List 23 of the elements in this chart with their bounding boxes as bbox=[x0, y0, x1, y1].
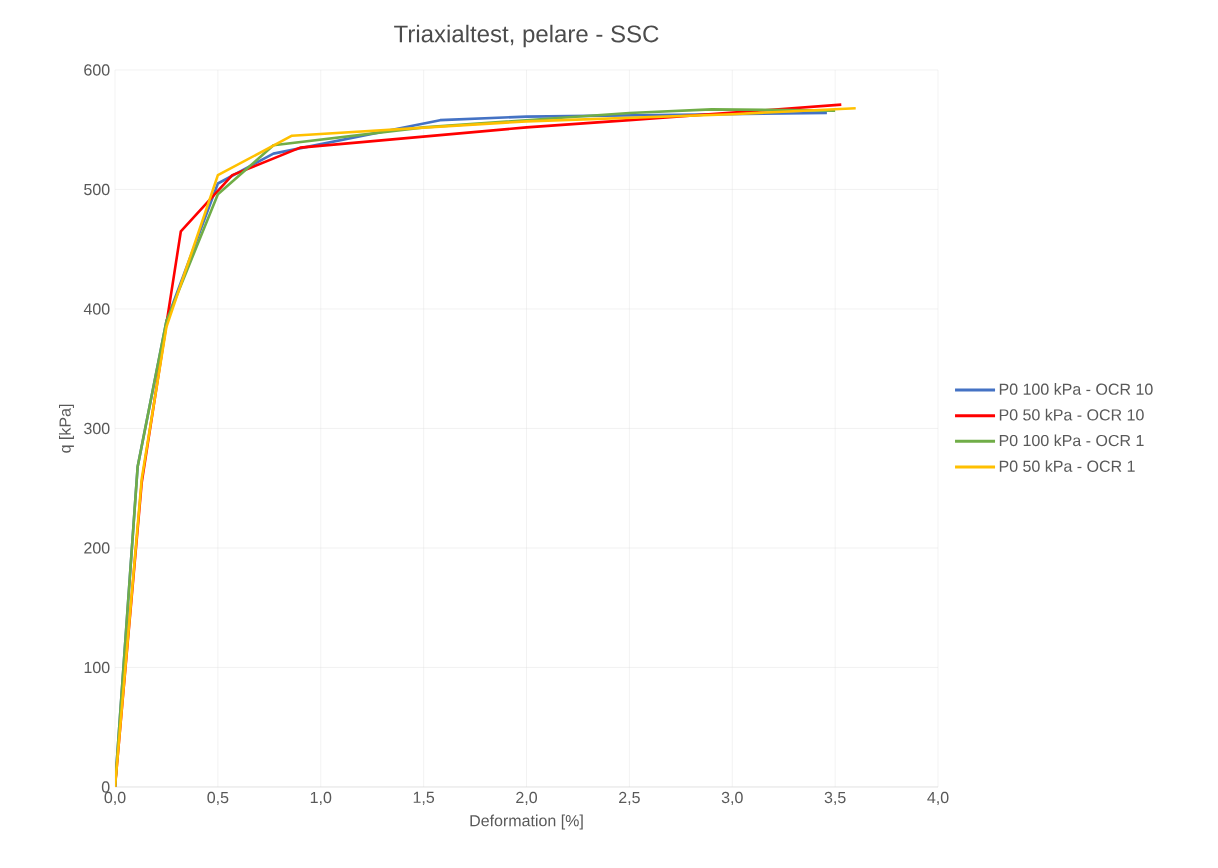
legend-label: P0 50 kPa - OCR 1 bbox=[999, 460, 1135, 472]
y-tick-label: 500 bbox=[84, 183, 110, 196]
y-tick-label: 400 bbox=[83, 303, 110, 315]
x-axis-title: Deformation [%] bbox=[470, 814, 583, 830]
x-tick-label: 3,0 bbox=[721, 791, 743, 806]
y-tick-label: 300 bbox=[84, 422, 110, 435]
x-tick-label: 1,5 bbox=[413, 791, 435, 805]
x-tick-label: 4,0 bbox=[927, 791, 949, 806]
x-tick-label: 2,0 bbox=[516, 791, 538, 806]
chart-title: Triaxialtest, pelare - SSC bbox=[394, 24, 659, 48]
y-tick-label: 100 bbox=[84, 661, 110, 674]
x-tick-label: 0,0 bbox=[104, 791, 126, 806]
x-tick-label: 1,0 bbox=[310, 791, 332, 806]
x-tick-label: 0,5 bbox=[207, 791, 229, 806]
y-tick-label: 0 bbox=[101, 781, 110, 793]
legend-label: P0 100 kPa - OCR 10 bbox=[999, 383, 1153, 395]
x-tick-label: 3,5 bbox=[824, 791, 846, 806]
legend-label: P0 50 kPa - OCR 10 bbox=[999, 408, 1144, 421]
y-tick-label: 600 bbox=[84, 64, 110, 76]
y-axis-title: q [kPa] bbox=[59, 404, 74, 453]
y-tick-label: 200 bbox=[84, 542, 110, 554]
legend-label: P0 100 kPa - OCR 1 bbox=[999, 434, 1144, 447]
x-tick-label: 2,5 bbox=[619, 791, 640, 806]
